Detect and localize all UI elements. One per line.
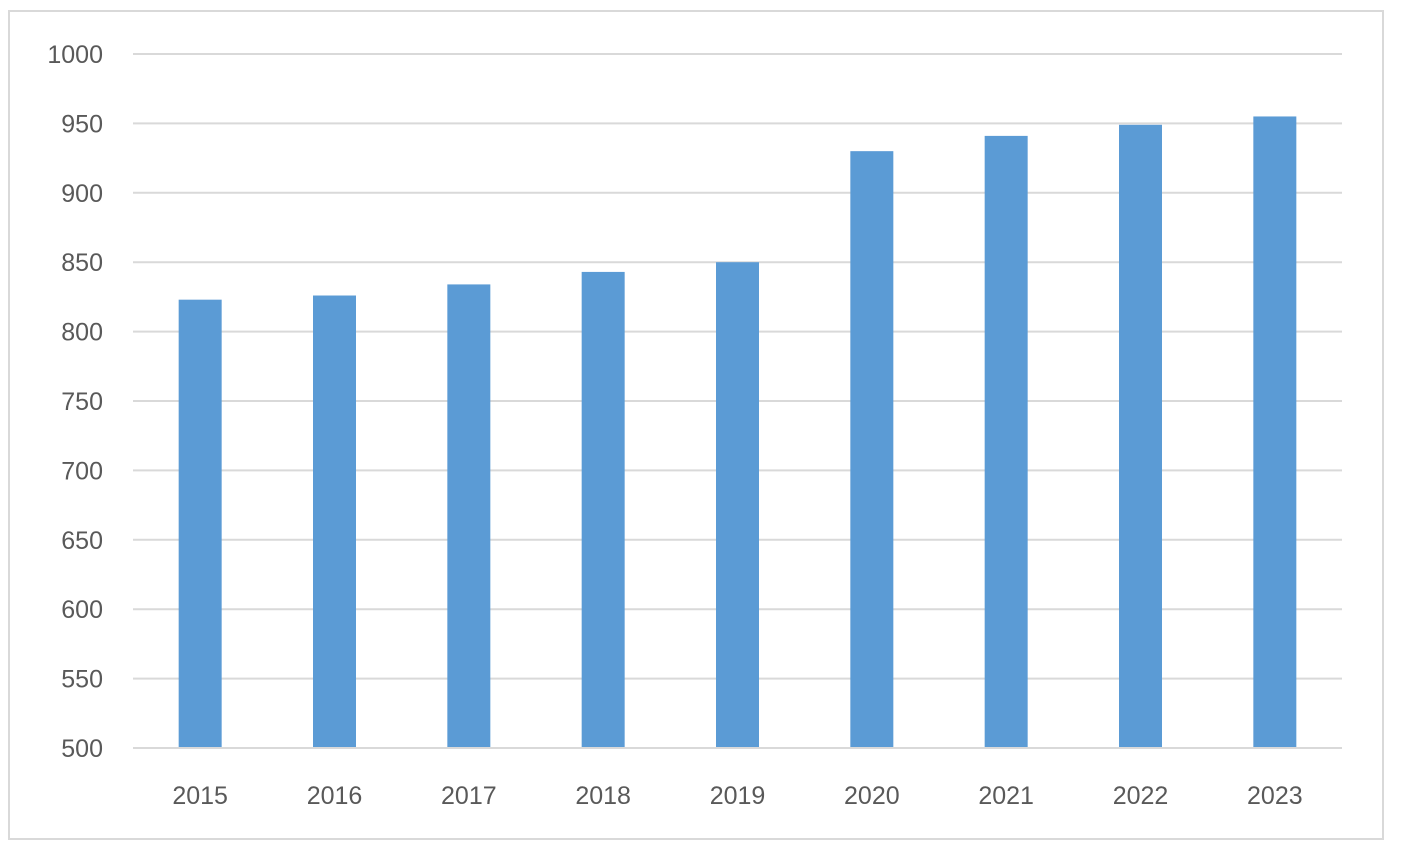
y-tick-label: 1000 — [47, 41, 103, 69]
x-tick-label: 2018 — [575, 782, 631, 810]
bars — [178, 116, 1297, 749]
x-tick-label: 2016 — [307, 782, 363, 810]
y-tick-label: 800 — [61, 319, 103, 347]
x-tick-label: 2023 — [1247, 782, 1303, 810]
bar-2015 — [178, 299, 222, 748]
x-tick-label: 2021 — [978, 782, 1034, 810]
x-tick-label: 2017 — [441, 782, 497, 810]
bar-2016 — [313, 295, 356, 748]
y-tick-label: 600 — [61, 596, 103, 624]
x-tick-label: 2022 — [1113, 782, 1169, 810]
y-tick-label: 750 — [61, 388, 103, 416]
bar-2021 — [984, 135, 1028, 749]
y-tick-label: 700 — [61, 457, 103, 485]
y-axis-tick-labels: 500 550 600 650 700 750 800 850 900 950 1000 — [47, 41, 103, 763]
bar-2017 — [447, 284, 491, 748]
y-tick-label: 500 — [61, 735, 103, 763]
bar-2022 — [1119, 124, 1162, 748]
bar-2023 — [1253, 116, 1297, 748]
y-tick-label: 950 — [61, 110, 103, 138]
x-tick-label: 2019 — [710, 782, 766, 810]
bar-2020 — [850, 151, 894, 748]
y-tick-label: 550 — [61, 666, 103, 694]
y-tick-label: 650 — [61, 527, 103, 555]
x-tick-label: 2020 — [844, 782, 900, 810]
bar-2018 — [581, 271, 625, 748]
y-tick-label: 900 — [61, 180, 103, 208]
y-tick-label: 850 — [61, 249, 103, 277]
x-tick-label: 2015 — [172, 782, 228, 810]
x-axis-tick-labels: 2015 2016 2017 2018 2019 2020 2021 2022 2023 — [172, 782, 1302, 810]
bar-2019 — [716, 262, 759, 748]
